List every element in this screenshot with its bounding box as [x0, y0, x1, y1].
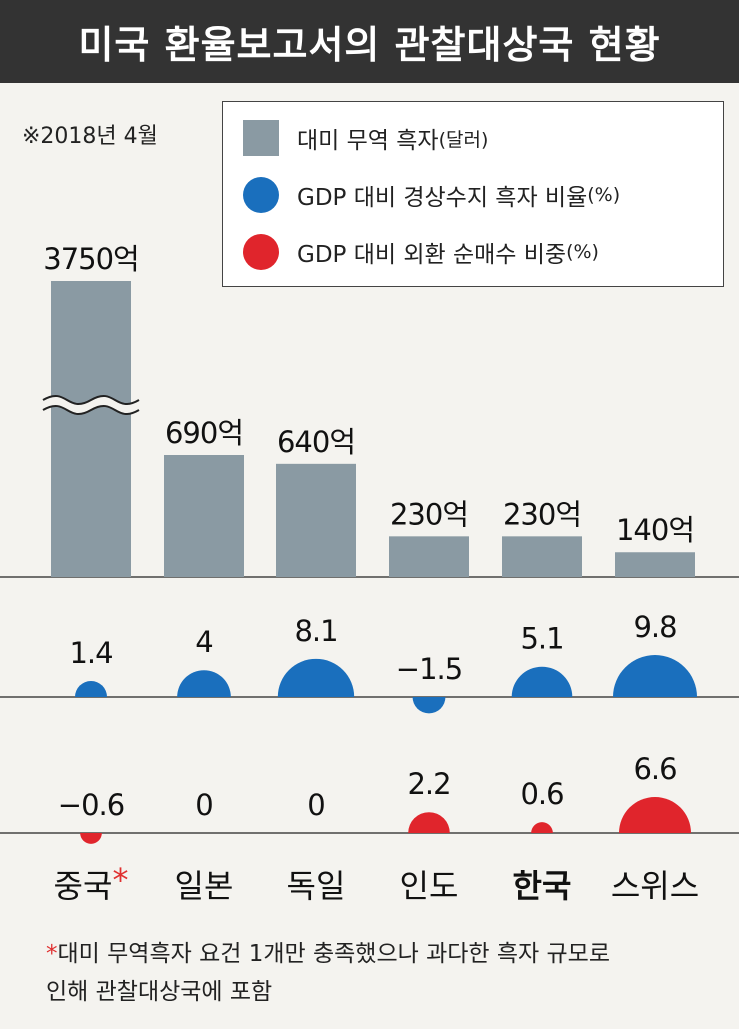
- half-circle-current-account: [177, 670, 231, 697]
- legend-label: GDP 대비 경상수지 흑자 비율: [297, 185, 588, 211]
- bar-trade-surplus: [502, 536, 582, 577]
- bar-trade-surplus: [276, 463, 356, 577]
- legend-item-fx-intervention: GDP 대비 외환 순매수 비중 (%): [243, 232, 599, 272]
- legend: 대미 무역 흑자 (달러) GDP 대비 경상수지 흑자 비율 (%) GDP 대비…: [222, 101, 724, 287]
- bar-trade-surplus: [615, 552, 695, 577]
- legend-swatch-bar: [243, 120, 279, 156]
- category-label: 일본: [175, 867, 234, 905]
- category-label: 스위스: [611, 867, 699, 905]
- circle-value-label: 0: [195, 788, 212, 822]
- half-circle-fx-intervention: [80, 833, 102, 844]
- circle-value-label: 0.6: [520, 777, 563, 811]
- legend-swatch-blue-circle: [243, 177, 279, 213]
- circle-value-label: −0.6: [58, 788, 124, 822]
- half-circle-fx-intervention: [619, 797, 691, 833]
- half-circle-fx-intervention: [408, 812, 450, 833]
- circle-value-label: −1.5: [396, 652, 462, 686]
- axis-break-gap: [40, 396, 142, 414]
- footnote: *대미 무역흑자 요건 1개만 충족했으나 과다한 흑자 규모로 인해 관찰대상…: [46, 935, 726, 1011]
- bar-value-label: 3750억: [43, 242, 138, 276]
- legend-unit: (%): [566, 241, 599, 263]
- footnote-star: *: [46, 941, 58, 967]
- half-circle-current-account: [412, 697, 446, 714]
- legend-label: 대미 무역 흑자: [297, 128, 439, 154]
- circle-value-label: 6.6: [633, 752, 676, 786]
- half-circle-current-account: [613, 655, 697, 697]
- half-circle-current-account: [75, 681, 107, 697]
- legend-unit: (달러): [438, 128, 489, 151]
- bar-value-label: 640억: [277, 425, 355, 459]
- circle-value-label: 4: [195, 625, 212, 659]
- circle-value-label: 9.8: [633, 610, 676, 644]
- bar-value-label: 230억: [503, 497, 581, 531]
- legend-item-trade-surplus: 대미 무역 흑자 (달러): [243, 118, 488, 158]
- chart-canvas: 3750억 690억 640억 230억 230억 140억 1.4 4 8.1 −1.5 5.1 9…: [0, 242, 739, 905]
- bar-trade-surplus: [164, 455, 244, 577]
- bar-value-label: 140억: [616, 513, 694, 547]
- half-circle-current-account: [511, 666, 573, 697]
- bar-value-label: 230억: [390, 497, 468, 531]
- legend-unit: (%): [587, 184, 621, 206]
- legend-item-current-account: GDP 대비 경상수지 흑자 비율 (%): [243, 175, 620, 215]
- bar-trade-surplus: [51, 281, 131, 577]
- bar-value-label: 690억: [165, 416, 243, 450]
- legend-swatch-red-circle: [243, 234, 279, 270]
- category-label: 중국*: [54, 861, 129, 905]
- circle-value-label: 0: [307, 788, 324, 822]
- page-title: 미국 환율보고서의 관찰대상국 현황: [0, 0, 739, 83]
- circle-value-label: 8.1: [294, 614, 337, 648]
- circle-value-label: 5.1: [520, 622, 563, 656]
- category-label: 한국: [513, 867, 572, 905]
- half-circle-fx-intervention: [531, 822, 553, 833]
- legend-label: GDP 대비 외환 순매수 비중: [297, 242, 567, 268]
- category-label: 독일: [287, 867, 346, 905]
- bar-trade-surplus: [389, 536, 469, 577]
- date-note: ※2018년 4월: [22, 124, 158, 149]
- axis-break-line: [42, 394, 140, 406]
- half-circle-current-account: [277, 658, 355, 697]
- axis-break-line: [42, 404, 140, 416]
- circle-value-label: 1.4: [69, 636, 112, 670]
- category-label: 인도: [400, 867, 459, 905]
- circle-value-label: 2.2: [407, 767, 450, 801]
- footnote-text-2: 인해 관찰대상국에 포함: [46, 979, 273, 1005]
- footnote-text: 대미 무역흑자 요건 1개만 충족했으나 과다한 흑자 규모로: [57, 941, 611, 967]
